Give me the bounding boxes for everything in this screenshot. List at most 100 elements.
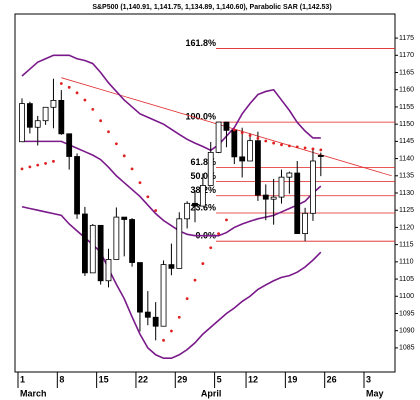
candle-body bbox=[184, 202, 191, 220]
candle-body bbox=[207, 151, 214, 186]
sar-dot bbox=[295, 145, 299, 149]
candle-body bbox=[255, 140, 261, 196]
sar-dot bbox=[114, 142, 118, 146]
sar-dot bbox=[122, 154, 126, 158]
sar-dot bbox=[287, 144, 291, 148]
y-tick-label: 1120 bbox=[399, 224, 414, 231]
sar-dot bbox=[28, 165, 32, 169]
candle-body bbox=[50, 100, 57, 108]
candle-body bbox=[113, 216, 120, 260]
y-tick-label: 1125 bbox=[399, 207, 414, 214]
y-tick-label: 1170 bbox=[399, 52, 414, 59]
candle-body bbox=[302, 212, 308, 235]
sar-dot bbox=[44, 161, 47, 165]
candle-body bbox=[137, 262, 143, 313]
y-tick-label: 1145 bbox=[399, 138, 414, 145]
candle-body bbox=[26, 103, 33, 128]
candle-body bbox=[34, 120, 41, 128]
candle-body bbox=[247, 140, 253, 162]
month-label: March bbox=[20, 388, 47, 398]
candle-body bbox=[270, 196, 277, 200]
x-tick-label: 19 bbox=[287, 374, 297, 384]
x-tick-label: 5 bbox=[217, 374, 222, 384]
sar-dot bbox=[130, 167, 134, 171]
candle-body bbox=[199, 185, 206, 207]
x-tick-label: 8 bbox=[59, 374, 64, 384]
candle-body bbox=[19, 103, 25, 143]
candle-body bbox=[215, 121, 222, 153]
sar-dot bbox=[209, 246, 213, 250]
band-lower bbox=[21, 205, 322, 360]
candle-body bbox=[129, 219, 135, 263]
candle-body bbox=[58, 100, 65, 135]
candle-body bbox=[89, 224, 96, 274]
candle-body bbox=[168, 264, 175, 269]
sar-dot bbox=[59, 82, 63, 85]
candle-body bbox=[74, 156, 80, 215]
sar-dot bbox=[36, 163, 40, 167]
y-tick-label: 1175 bbox=[399, 35, 414, 42]
y-tick-label: 1090 bbox=[399, 328, 415, 335]
sar-dot bbox=[256, 136, 260, 140]
month-label: May bbox=[366, 388, 384, 398]
candle-body bbox=[192, 202, 198, 207]
y-tick-label: 1150 bbox=[399, 121, 414, 128]
candle-body bbox=[223, 121, 230, 131]
candle-body bbox=[310, 160, 316, 214]
y-tick-label: 1155 bbox=[399, 104, 414, 111]
y-tick-label: 1160 bbox=[399, 87, 414, 94]
sar-dot bbox=[201, 262, 205, 265]
sar-dot bbox=[193, 278, 197, 282]
x-tick-label: 1 bbox=[20, 374, 25, 384]
y-tick-label: 1130 bbox=[399, 190, 414, 197]
sar-dot bbox=[67, 85, 71, 89]
fib-label: 100.0% bbox=[185, 111, 216, 121]
sar-dot bbox=[177, 315, 181, 319]
x-tick-label: 15 bbox=[99, 374, 109, 384]
y-tick-label: 1085 bbox=[399, 345, 415, 352]
sar-dot bbox=[264, 139, 268, 143]
sar-dot bbox=[83, 98, 87, 102]
sar-dot bbox=[146, 195, 150, 199]
fib-label: 61.8% bbox=[190, 157, 216, 167]
candle-body bbox=[105, 259, 112, 282]
candle-body bbox=[42, 106, 49, 122]
sar-dot bbox=[225, 218, 228, 222]
sar-dot bbox=[154, 209, 158, 212]
sar-dot bbox=[319, 148, 323, 152]
candle-body bbox=[97, 224, 104, 282]
sar-dot bbox=[272, 141, 276, 145]
x-tick-label: 3 bbox=[366, 374, 371, 384]
candle-body bbox=[176, 218, 183, 269]
sar-dot bbox=[91, 107, 95, 111]
y-tick-label: 1165 bbox=[399, 69, 414, 76]
fib-label: 23.6% bbox=[190, 202, 216, 212]
sar-dot bbox=[138, 181, 142, 185]
sar-dot bbox=[185, 297, 189, 301]
candle-body bbox=[160, 264, 167, 327]
sar-dot bbox=[52, 159, 55, 163]
y-tick-label: 1095 bbox=[399, 310, 415, 317]
x-tick-label: 29 bbox=[177, 374, 187, 384]
sar-dot bbox=[170, 329, 173, 333]
candle-body bbox=[144, 311, 151, 318]
candle-body bbox=[262, 194, 269, 200]
candle-body bbox=[66, 133, 73, 157]
sar-dot bbox=[162, 338, 165, 342]
sar-dot bbox=[248, 134, 252, 137]
x-tick-label: 12 bbox=[248, 374, 258, 384]
y-tick-label: 1115 bbox=[399, 241, 414, 248]
candle-body bbox=[121, 216, 128, 220]
chart-title: S&P500 (1,140.91, 1,141.75, 1,134.89, 1,… bbox=[92, 4, 331, 11]
candle-body bbox=[317, 155, 324, 157]
y-tick-label: 1105 bbox=[399, 276, 414, 283]
sar-dot bbox=[240, 131, 244, 135]
sar-dot bbox=[217, 232, 220, 236]
band-upper bbox=[21, 54, 321, 152]
sar-dot bbox=[99, 119, 103, 123]
sar-dot bbox=[303, 146, 307, 150]
candle-body bbox=[294, 172, 301, 235]
y-tick-label: 1135 bbox=[399, 173, 414, 180]
candle-body bbox=[152, 316, 159, 327]
